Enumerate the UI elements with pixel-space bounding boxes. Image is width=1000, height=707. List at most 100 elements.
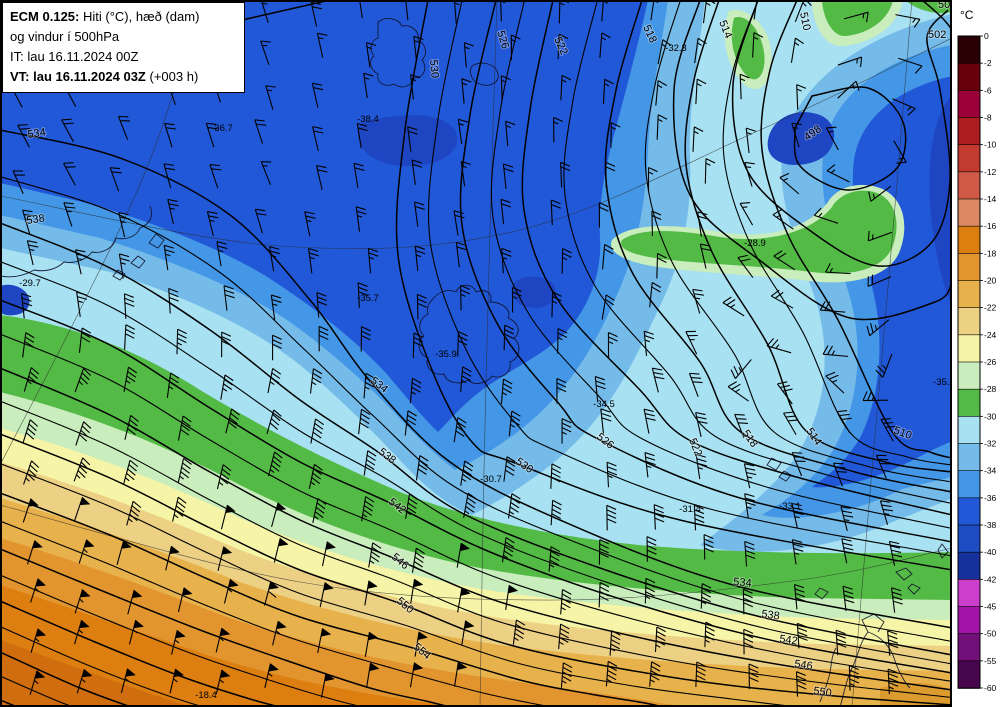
wind-barb — [503, 456, 516, 482]
wind-barb — [843, 11, 869, 23]
colorbar-tick-label: -8 — [984, 113, 992, 123]
wind-barb — [168, 287, 179, 314]
wind-barb — [600, 408, 612, 434]
temperature-label: -29.7 — [19, 278, 41, 289]
wind-barb — [460, 460, 474, 486]
wind-barb — [704, 158, 716, 184]
wind-barb — [599, 32, 611, 58]
wind-barb — [312, 498, 327, 524]
wind-barb — [304, 211, 316, 237]
wind-barb — [360, 326, 371, 352]
wind-barb — [695, 411, 708, 437]
wind-barb — [73, 457, 91, 482]
temperature-label: -28.9 — [744, 238, 766, 249]
wind-barb — [825, 371, 845, 394]
wind-barb — [109, 167, 122, 192]
wind-barb — [813, 207, 839, 224]
wind-barb — [791, 502, 804, 529]
wind-barb — [557, 33, 569, 60]
wind-barb — [895, 14, 921, 28]
wind-barb — [601, 294, 615, 320]
height-contour-label: 510 — [797, 11, 813, 31]
wind-barb — [656, 253, 667, 279]
wind-barb — [511, 286, 522, 313]
wind-barb — [727, 381, 749, 402]
wind-barb — [363, 72, 374, 99]
wind-barb — [416, 293, 428, 320]
wind-barb — [78, 539, 95, 564]
wind-barb — [739, 201, 754, 226]
colorbar-segment — [957, 198, 981, 227]
colorbar-segment — [957, 90, 981, 119]
wind-barb — [461, 620, 475, 646]
wind-barb — [688, 372, 703, 397]
wind-barb — [414, 245, 426, 271]
wind-barb — [453, 210, 465, 236]
wind-barb — [177, 458, 192, 484]
wind-barb — [363, 450, 377, 476]
colorbar-tick-label: -24 — [984, 330, 997, 340]
temperature-label: -35.9 — [435, 349, 457, 360]
temperature-labels: -36.7 -38.4 -32.3 -28.9 -35.7 -35.9 -34.5 -29.7… — [19, 43, 952, 701]
height-contour-label: 538 — [761, 608, 781, 622]
colorbar-tick-label: -18 — [984, 248, 997, 258]
colorbar-tick-label: -42 — [984, 574, 997, 584]
wind-barb — [176, 328, 187, 355]
wind-barb — [74, 368, 92, 393]
height-contour-label: 534 — [27, 127, 47, 141]
colorbar-tick-label: -6 — [984, 85, 992, 95]
wind-barb — [357, 282, 369, 308]
wind-barb — [358, 408, 371, 435]
legend-title: Hiti (°C), hæð (dam) — [79, 9, 200, 24]
wind-barb — [318, 325, 329, 352]
wind-barb — [413, 201, 425, 227]
wind-barb — [752, 32, 764, 58]
wind-barb — [745, 127, 756, 154]
colorbar-tick-label: -12 — [984, 167, 997, 177]
wind-barb — [265, 85, 276, 110]
wind-barb — [17, 124, 30, 148]
wind-barb — [26, 240, 39, 266]
wind-barb — [223, 578, 239, 604]
temperature-label: -34.5 — [593, 399, 615, 410]
wind-barb — [560, 74, 572, 101]
height-contour-label: 546 — [794, 658, 814, 672]
wind-barb — [22, 209, 34, 235]
wind-barb — [649, 661, 661, 687]
colorbar-segment — [957, 443, 981, 472]
colorbar-segment — [957, 35, 981, 64]
wind-barb — [655, 80, 668, 106]
wind-barb — [457, 118, 469, 145]
wind-barb — [63, 162, 76, 186]
wind-barb — [29, 670, 46, 695]
wind-barb — [356, 122, 368, 149]
colorbar-segment — [957, 334, 981, 363]
wind-barb — [268, 451, 283, 477]
wind-barb — [644, 452, 656, 478]
wind-barb — [215, 669, 231, 695]
wind-barb — [825, 263, 851, 275]
wind-barb — [116, 540, 132, 565]
wind-barb — [317, 627, 332, 654]
wind-barb — [842, 585, 855, 612]
colorbar-tick-label: -32 — [984, 439, 997, 449]
wind-barb — [308, 247, 319, 274]
wind-barb — [74, 588, 91, 614]
wind-barb — [353, 162, 365, 189]
coast-orkney-shetland — [814, 543, 949, 600]
colorbar-segment — [957, 280, 981, 309]
temperature-label: -36.7 — [211, 123, 233, 134]
legend-valid-offset: (+003 h) — [145, 69, 199, 84]
wind-barb — [606, 504, 617, 531]
colorbar-tick-label: -40 — [984, 547, 997, 557]
wind-barb — [455, 241, 467, 268]
wind-barb — [30, 628, 47, 653]
wind-barb — [505, 584, 519, 611]
wind-barb — [411, 159, 423, 185]
wind-barb — [868, 185, 892, 202]
wind-barb — [887, 630, 899, 656]
colorbar-tick-label: -45 — [984, 602, 997, 612]
colorbar-tick-label: -34 — [984, 466, 997, 476]
colorbar-segment — [957, 470, 981, 499]
wind-barb — [503, 324, 514, 351]
